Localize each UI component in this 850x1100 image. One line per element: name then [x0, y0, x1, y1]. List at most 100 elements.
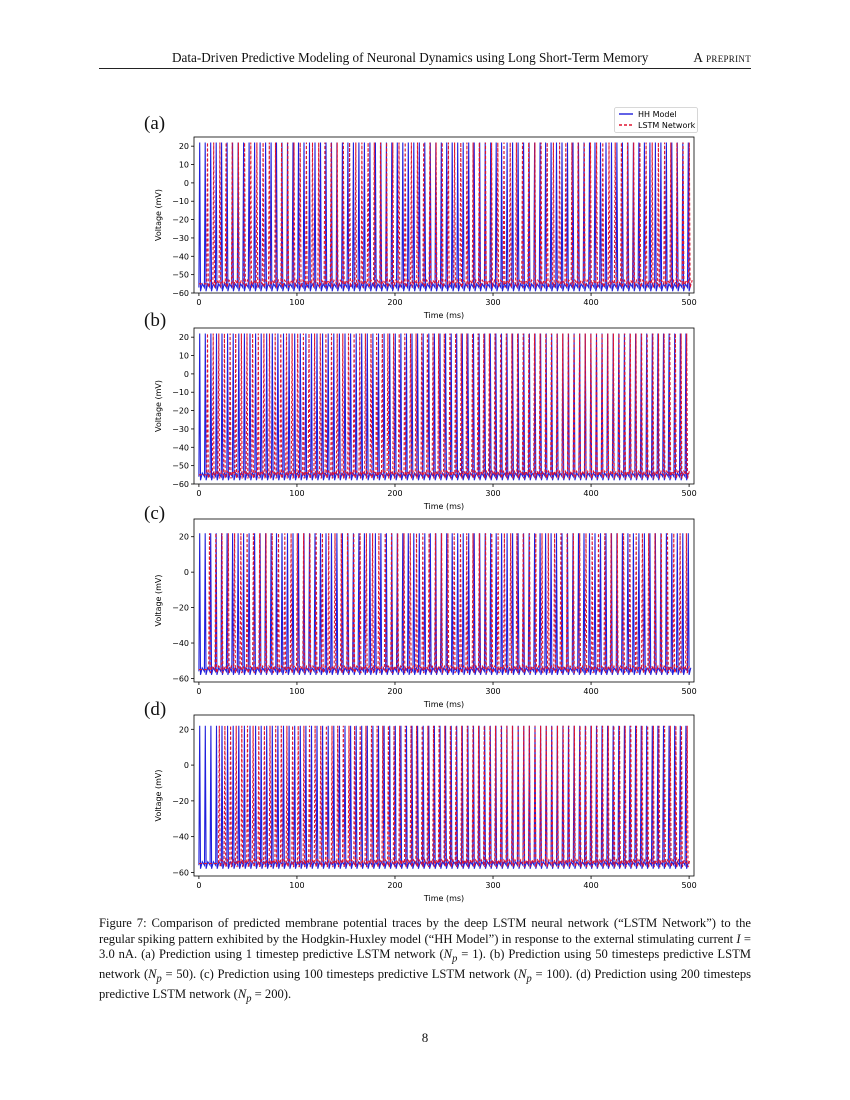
- caption-part-d-value: = 200).: [251, 987, 292, 1002]
- y-tick-label: −60: [172, 674, 189, 683]
- figure-panel-b: (b) 0 100 200 300 400 500 −60 −50 −40 −30 −20 −10 0 1…: [140, 310, 700, 511]
- x-tick-label: 300: [485, 298, 500, 307]
- lstm-network-trace: [198, 142, 693, 288]
- y-axis-label: Voltage (mV): [154, 574, 163, 626]
- x-axis-label: Time (ms): [423, 894, 464, 903]
- y-tick-label: −20: [172, 797, 189, 806]
- caption-np-sub: p: [246, 993, 252, 1005]
- plot-frame: [193, 714, 695, 877]
- caption-part-d: (d) Prediction using 200 timesteps predi…: [99, 967, 752, 1002]
- caption-np-symbol: N: [148, 967, 157, 982]
- hh-model-trace: [198, 142, 692, 292]
- x-tick-label: 100: [289, 489, 304, 498]
- y-axis-label: Voltage (mV): [154, 189, 163, 241]
- y-tick-label: −60: [172, 289, 189, 298]
- x-tick-label: 200: [387, 298, 402, 307]
- page-number: 8: [421, 1030, 429, 1045]
- y-tick-label: 20: [179, 333, 189, 342]
- x-tick-label: 400: [583, 298, 598, 307]
- caption-lead: Figure 7: Comparison of predicted membra…: [99, 916, 751, 946]
- x-tick-label: 200: [387, 489, 402, 498]
- y-tick-label: 0: [184, 179, 189, 188]
- y-tick-label: −40: [172, 833, 189, 842]
- x-axis-label: Time (ms): [423, 502, 464, 511]
- figure-panel-d: (d) 0 100 200 300 400 500 −60 −40 −20 0 20 Time (ms…: [140, 699, 700, 904]
- y-axis-label: Voltage (mV): [154, 380, 163, 432]
- panel-label: (d): [144, 699, 167, 720]
- x-axis-label: Time (ms): [423, 311, 464, 320]
- plot-frame: [193, 518, 695, 683]
- legend-frame: [614, 107, 698, 133]
- caption-np-symbol: N: [237, 987, 247, 1002]
- caption-part-b: (b) Prediction using 50 timesteps predic…: [99, 947, 751, 982]
- figure-panel-a: (a) 0 100 200 300 400 500 −60 −50 −40 −30 −20 −10 0 1…: [140, 113, 700, 320]
- y-tick-label: −20: [172, 216, 189, 225]
- panel-label: (b): [144, 310, 167, 331]
- x-tick-label: 0: [196, 881, 201, 890]
- x-tick-label: 100: [289, 687, 304, 696]
- y-tick-label: 0: [184, 370, 189, 379]
- y-tick-label: −30: [172, 425, 189, 434]
- x-axis-label: Time (ms): [423, 700, 464, 709]
- x-tick-label: 200: [387, 687, 402, 696]
- panel-d-chart: 0 100 200 300 400 500 −60 −40 −20 0 20 Time (ms) Vol…: [154, 714, 697, 903]
- caption-part-c-value: = 100).: [531, 967, 577, 982]
- y-tick-label: 20: [179, 533, 189, 542]
- x-tick-label: 400: [583, 687, 598, 696]
- y-tick-label: −10: [172, 388, 189, 397]
- y-tick-label: −60: [172, 480, 189, 489]
- caption-current-symbol: I: [736, 931, 741, 946]
- y-tick-label: −30: [172, 234, 189, 243]
- x-tick-label: 0: [196, 298, 201, 307]
- y-axis-label: Voltage (mV): [154, 769, 163, 821]
- y-tick-label: 0: [184, 568, 189, 577]
- legend-svg: HH Model LSTM Network: [614, 107, 698, 133]
- panel-c-chart: 0 100 200 300 400 500 −60 −40 −20 0 20 Time (ms) Vol…: [154, 518, 697, 709]
- y-tick-label: −20: [172, 604, 189, 613]
- panel-label: (c): [144, 503, 166, 524]
- x-tick-label: 400: [583, 881, 598, 890]
- panel-a-chart: 0 100 200 300 400 500 −60 −50 −40 −30 −20 −10 0 10 20 T…: [154, 136, 697, 320]
- panel-b-chart: 0 100 200 300 400 500 −60 −50 −40 −30 −20 −10 0 10 20 T…: [154, 327, 697, 511]
- y-tick-label: −50: [172, 271, 189, 280]
- lstm-network-trace: [198, 333, 690, 479]
- lstm-network-trace: [198, 533, 690, 674]
- preprint-tag: A preprint: [693, 50, 751, 65]
- caption-np-symbol: N: [518, 967, 527, 982]
- caption-np-sub: p: [526, 973, 532, 985]
- lstm-network-trace: [198, 725, 691, 868]
- y-tick-label: 0: [184, 761, 189, 770]
- y-tick-label: −50: [172, 462, 189, 471]
- y-tick-label: 20: [179, 142, 189, 151]
- y-tick-label: −10: [172, 197, 189, 206]
- y-tick-label: −40: [172, 443, 189, 452]
- running-header: Data-Driven Predictive Modeling of Neuro…: [99, 50, 751, 69]
- caption-part-c: (c) Prediction using 100 timesteps predi…: [199, 967, 519, 982]
- caption-part-a-value: = 1).: [457, 947, 490, 962]
- caption-np-symbol: N: [443, 947, 453, 962]
- x-tick-label: 300: [485, 687, 500, 696]
- caption-np-sub: p: [156, 973, 162, 985]
- y-tick-label: 10: [179, 352, 189, 361]
- x-tick-label: 100: [289, 298, 304, 307]
- hh-model-trace: [198, 725, 689, 869]
- x-tick-label: 0: [196, 687, 201, 696]
- plot-frame: [193, 327, 695, 485]
- caption-part-b-value: = 50).: [161, 967, 200, 982]
- x-tick-label: 300: [485, 489, 500, 498]
- x-tick-label: 400: [583, 489, 598, 498]
- figure-panel-c: (c) 0 100 200 300 400 500 −60 −40 −20 0 20 Time (ms…: [140, 503, 700, 709]
- caption-part-a: (a) Prediction using 1 timestep predicti…: [141, 947, 444, 962]
- y-tick-label: −40: [172, 639, 189, 648]
- legend-lstm-label: LSTM Network: [638, 121, 696, 130]
- y-tick-label: −20: [172, 407, 189, 416]
- x-tick-label: 500: [681, 881, 696, 890]
- x-tick-label: 300: [485, 881, 500, 890]
- y-tick-label: 10: [179, 161, 189, 170]
- legend-hh-label: HH Model: [638, 110, 677, 119]
- x-tick-label: 500: [681, 687, 696, 696]
- panel-label: (a): [144, 113, 166, 134]
- x-tick-label: 500: [681, 298, 696, 307]
- running-header-title: Data-Driven Predictive Modeling of Neuro…: [172, 50, 649, 65]
- x-tick-label: 200: [387, 881, 402, 890]
